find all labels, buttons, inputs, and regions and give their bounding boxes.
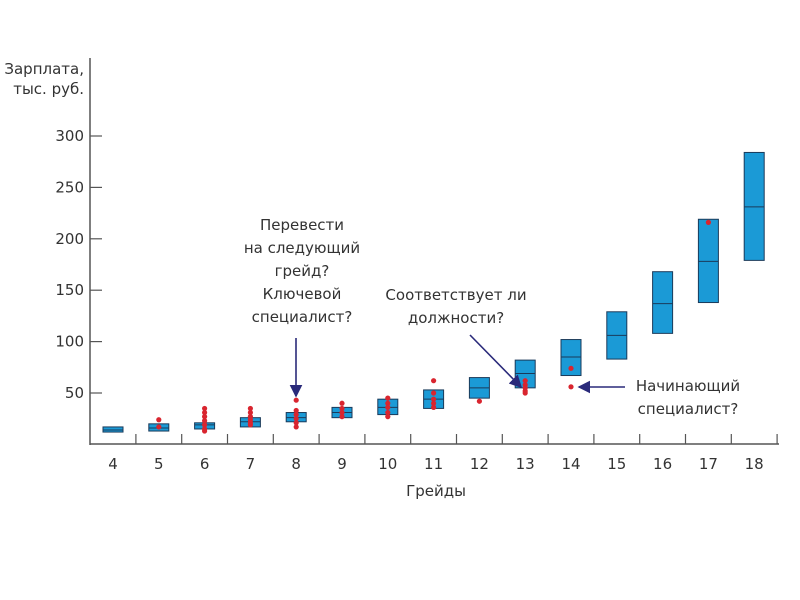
salary-point-grade-8 <box>293 397 299 403</box>
annotation-text: грейд? <box>275 262 330 280</box>
salary-point-grade-14 <box>568 365 574 371</box>
salary-point-grade-6 <box>202 422 208 428</box>
salary-point-grade-11 <box>431 390 437 396</box>
y-axis-label-line1: Зарплата, <box>4 60 84 78</box>
salary-point-grade-8 <box>293 424 299 430</box>
annotation-text: Ключевой <box>263 285 342 303</box>
box-grade-16 <box>652 271 674 334</box>
salary-point-grade-11 <box>431 396 437 402</box>
salary-point-grade-10 <box>385 414 391 420</box>
box-grade-18 <box>743 151 765 261</box>
salary-point-grade-6 <box>202 414 208 420</box>
annotation-text: специалист? <box>638 400 739 418</box>
annotation-text: Соответствует ли <box>385 286 526 304</box>
salary-point-grade-11 <box>431 378 437 384</box>
annotation-text: Перевести <box>260 216 344 234</box>
y-axis-label-line2: тыс. руб. <box>13 80 84 98</box>
salary-point-grade-14 <box>568 384 574 390</box>
box-grade-4 <box>102 426 124 433</box>
x-tick-label: 13 <box>516 455 535 473</box>
annotation-text: специалист? <box>252 308 353 326</box>
salary-point-grade-8 <box>293 420 299 426</box>
salary-point-grade-7 <box>247 422 253 428</box>
x-tick-label: 11 <box>424 455 443 473</box>
salary-point-grade-10 <box>385 404 391 410</box>
x-tick-label: 10 <box>378 455 397 473</box>
y-tick-label: 50 <box>65 384 84 402</box>
x-tick-label: 16 <box>653 455 672 473</box>
y-tick-label: 200 <box>55 230 84 248</box>
salary-point-grade-9 <box>339 400 345 406</box>
x-tick-label: 14 <box>561 455 580 473</box>
salary-point-grade-11 <box>431 400 437 406</box>
x-tick-label: 17 <box>699 455 718 473</box>
salary-point-grade-9 <box>339 414 345 420</box>
x-tick-label: 15 <box>607 455 626 473</box>
salary-point-grade-6 <box>202 428 208 434</box>
salary-point-grade-5 <box>156 417 162 423</box>
salary-point-grade-7 <box>247 409 253 416</box>
salary-point-grade-13 <box>522 378 528 384</box>
x-tick-label: 5 <box>154 455 164 473</box>
x-tick-label: 18 <box>745 455 764 473</box>
annotation-text: Начинающий <box>636 377 740 395</box>
salary-point-grade-9 <box>339 409 345 416</box>
x-tick-label: 8 <box>291 455 301 473</box>
salary-point-grade-17 <box>705 219 712 225</box>
y-tick-label: 300 <box>55 127 84 145</box>
salary-point-grade-7 <box>247 405 253 412</box>
salary-point-grade-6 <box>202 409 208 416</box>
salary-point-grade-8 <box>293 411 299 418</box>
x-tick-label: 7 <box>246 455 256 473</box>
salary-point-grade-11 <box>431 404 437 410</box>
box-grade-14 <box>560 339 582 377</box>
salary-point-grade-8 <box>293 416 299 422</box>
salary-point-grade-10 <box>385 395 391 401</box>
y-tick-label: 150 <box>55 281 84 299</box>
y-tick-label: 100 <box>55 333 84 351</box>
x-tick-label: 9 <box>337 455 347 473</box>
x-tick-label: 6 <box>200 455 210 473</box>
salary-point-grade-13 <box>522 390 528 396</box>
salary-point-grade-5 <box>156 424 162 430</box>
annotation-arrow-icon <box>469 334 523 389</box>
box-grade-17 <box>697 218 719 304</box>
y-tick-label: 250 <box>55 178 84 196</box>
salary-point-grade-10 <box>385 400 391 406</box>
salary-point-grade-10 <box>385 409 391 416</box>
x-axis-label: Грейды <box>406 482 466 500</box>
salary-point-grade-12 <box>476 398 482 404</box>
annotation-text: должности? <box>408 309 504 327</box>
salary-point-grade-9 <box>339 405 345 412</box>
annotation-text: на следующий <box>244 239 360 257</box>
salary-point-grade-8 <box>293 407 299 414</box>
salary-point-grade-6 <box>202 418 208 424</box>
x-tick-label: 4 <box>108 455 118 473</box>
x-tick-label: 12 <box>470 455 489 473</box>
salary-point-grade-6 <box>202 405 208 412</box>
